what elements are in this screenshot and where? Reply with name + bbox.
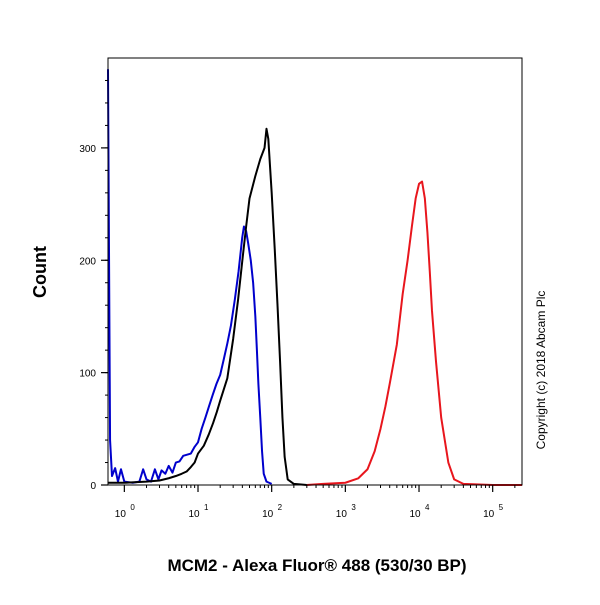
plot-frame bbox=[107, 57, 523, 486]
y-tick-label: 300 bbox=[79, 144, 96, 155]
y-tick-label: 0 bbox=[90, 481, 96, 492]
series-line-2 bbox=[108, 127, 307, 486]
x-tick-label: 10 bbox=[409, 509, 421, 520]
x-tick-exponent: 4 bbox=[425, 503, 430, 512]
y-axis-label: Count bbox=[30, 246, 50, 298]
x-tick-exponent: 3 bbox=[351, 503, 356, 512]
series-line-3 bbox=[306, 180, 522, 486]
y-tick-label: 200 bbox=[79, 256, 96, 267]
x-tick-label: 10 bbox=[483, 509, 495, 520]
x-axis-label: MCM2 - Alexa Fluor® 488 (530/30 BP) bbox=[167, 556, 466, 575]
x-tick-exponent: 5 bbox=[499, 503, 504, 512]
x-tick-label: 10 bbox=[262, 509, 274, 520]
x-tick-label: 10 bbox=[188, 509, 200, 520]
x-tick-exponent: 1 bbox=[204, 503, 209, 512]
x-tick-label: 10 bbox=[115, 509, 127, 520]
y-tick-label: 100 bbox=[79, 369, 96, 380]
x-tick-exponent: 0 bbox=[130, 503, 135, 512]
copyright-text: Copyright (c) 2018 Abcam Plc bbox=[534, 291, 548, 450]
x-tick-label: 10 bbox=[336, 509, 348, 520]
x-tick-exponent: 2 bbox=[278, 503, 283, 512]
plot-area bbox=[107, 69, 522, 486]
